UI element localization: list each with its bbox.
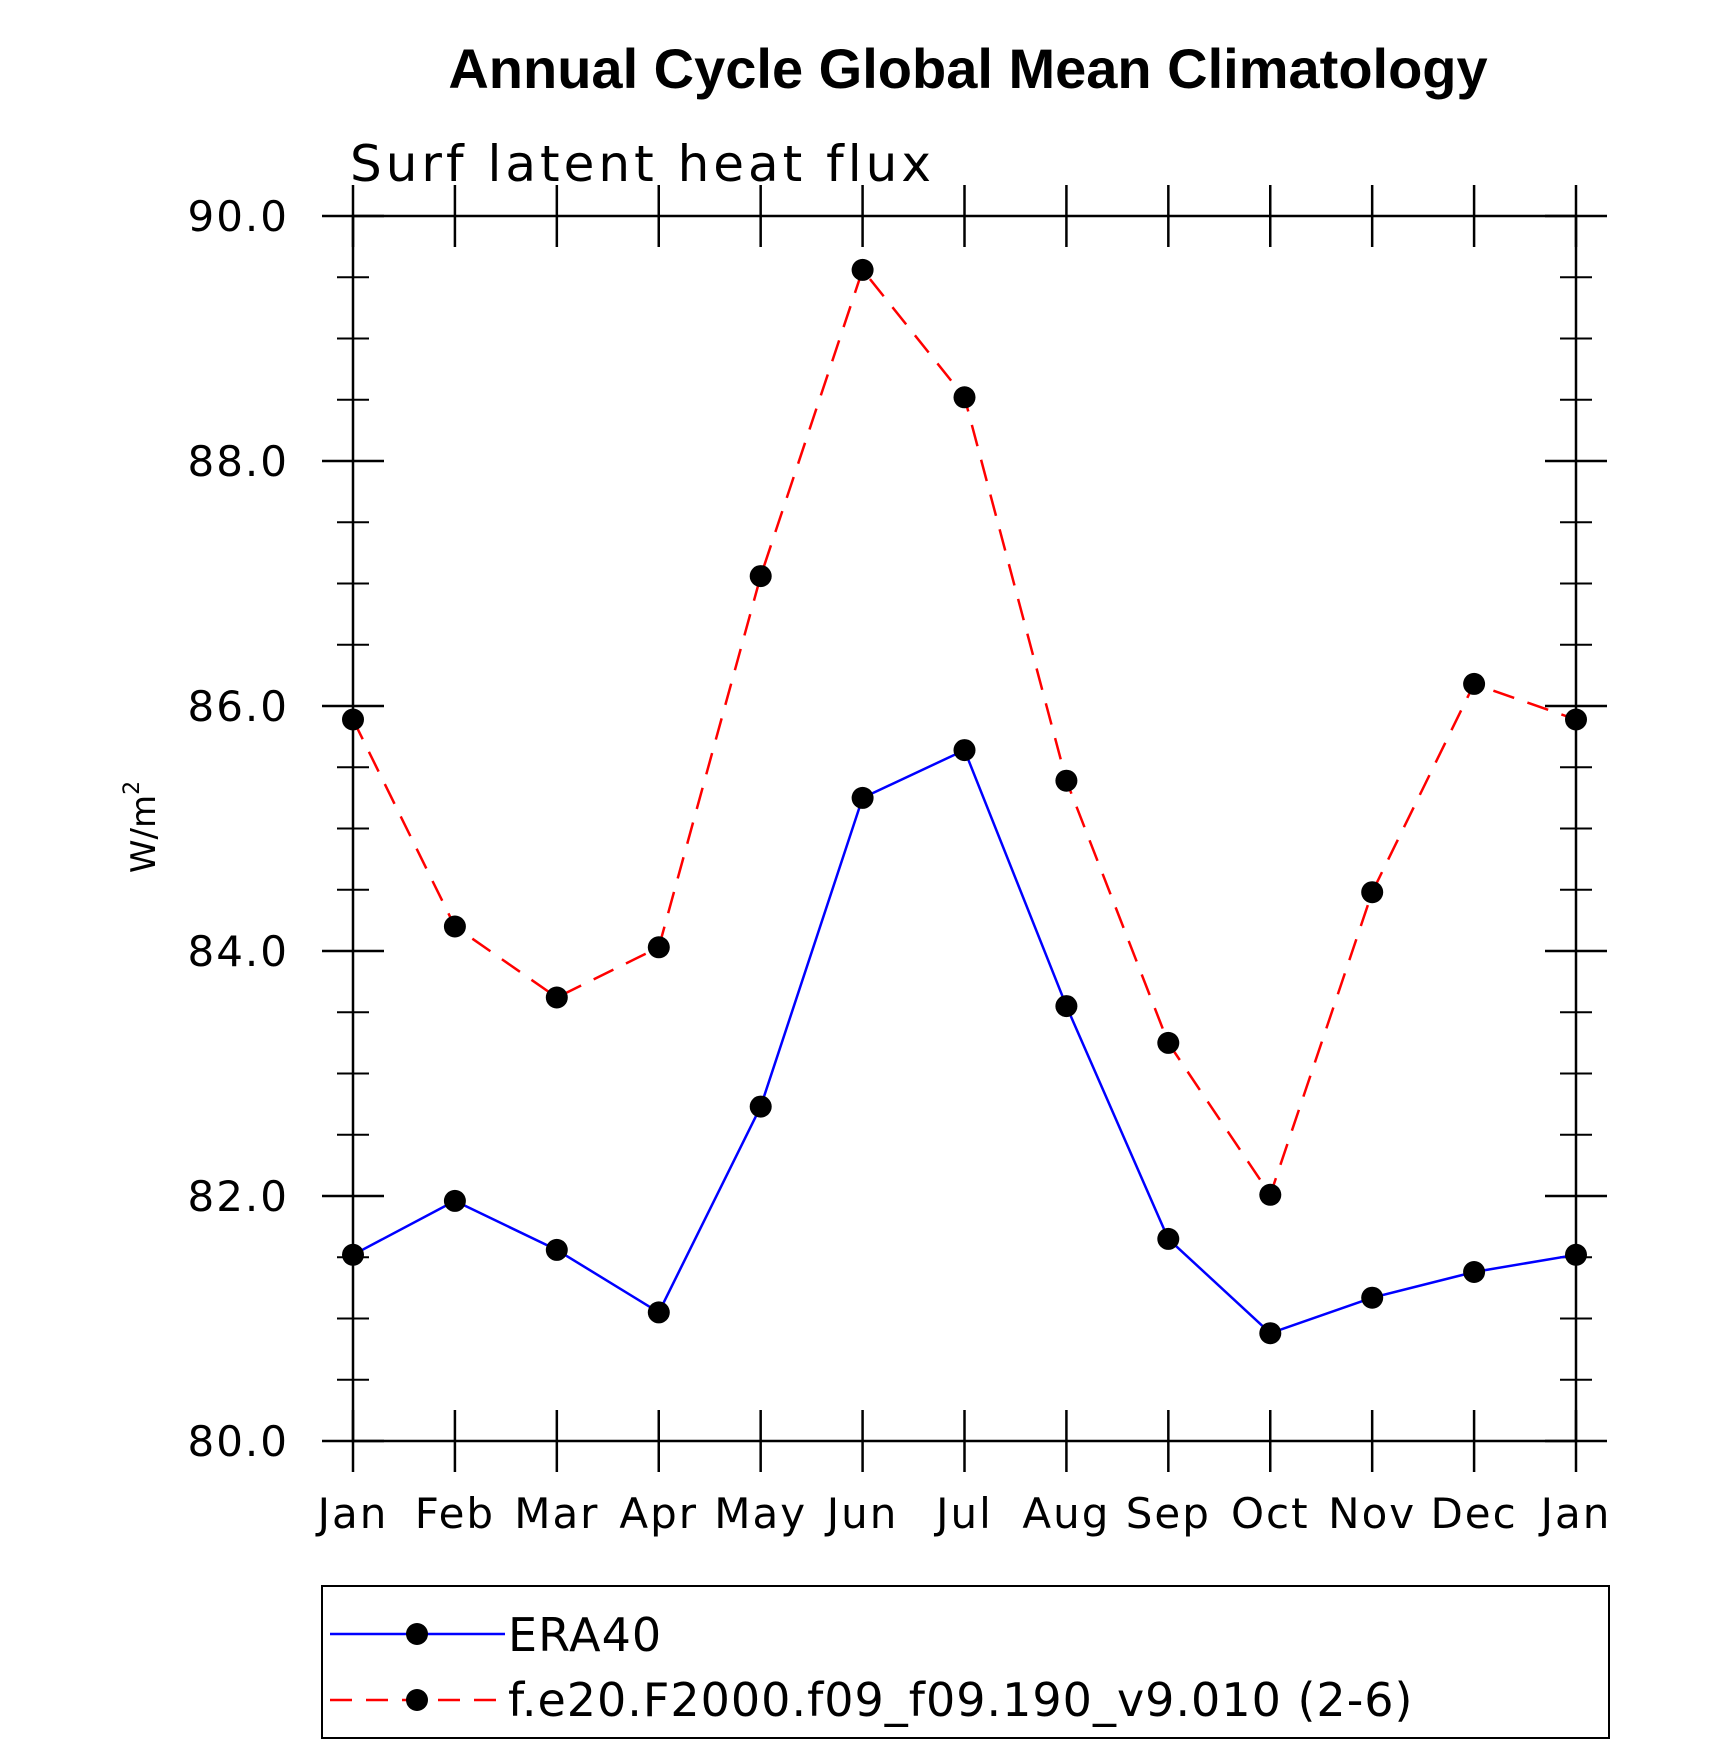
data-point-era40 — [1157, 1227, 1180, 1250]
y-tick-label: 90.0 — [187, 192, 289, 241]
y-axis-label: W/m2 — [120, 781, 164, 873]
legend-marker-model — [406, 1689, 428, 1711]
legend-label-model: f.e20.F2000.f09_f09.190_v9.010 (2-6) — [508, 1673, 1414, 1727]
data-point-era40 — [749, 1095, 772, 1118]
y-axis-label-superscript: 2 — [120, 781, 145, 795]
data-point-model — [1259, 1183, 1282, 1206]
series-era40 — [342, 739, 1587, 1345]
plot-series — [342, 258, 1587, 1345]
data-point-model — [953, 386, 976, 409]
x-tick-label: May — [714, 1489, 807, 1538]
y-tick-label: 84.0 — [187, 927, 289, 976]
data-point-era40 — [1565, 1243, 1587, 1266]
series-model — [342, 258, 1587, 1206]
data-point-model — [851, 258, 874, 281]
data-point-model — [1565, 708, 1587, 731]
data-point-model — [1361, 881, 1384, 904]
y-tick-label: 82.0 — [187, 1172, 289, 1221]
x-tick-label: Aug — [1022, 1489, 1110, 1538]
x-tick-label: Nov — [1328, 1489, 1416, 1538]
data-point-model — [1055, 769, 1078, 792]
data-point-model — [749, 565, 772, 588]
y-tick-label: 80.0 — [187, 1417, 289, 1466]
data-point-model — [545, 986, 568, 1009]
data-point-era40 — [342, 1243, 364, 1266]
data-point-model — [1157, 1031, 1180, 1054]
chart-subtitle: Surf latent heat flux — [350, 135, 935, 193]
x-tick-label: Jan — [315, 1489, 389, 1538]
data-point-era40 — [1055, 995, 1078, 1018]
legend-box — [321, 1585, 1610, 1739]
axes: 80.0 82.0 84.0 86.0 88.0 90.0 Jan Feb Mar Apr May J… — [187, 185, 1612, 1538]
x-tick-label: Jan — [1538, 1489, 1612, 1538]
data-point-model — [443, 915, 466, 938]
x-tick-label: Feb — [415, 1489, 495, 1538]
chart-title: Annual Cycle Global Mean Climatology — [448, 37, 1487, 100]
y-tick-label: 86.0 — [187, 682, 289, 731]
data-point-model — [647, 936, 670, 959]
data-point-era40 — [647, 1301, 670, 1324]
x-tick-label: Mar — [514, 1489, 599, 1538]
legend: ERA40 f.e20.F2000.f09_f09.190_v9.010 (2-… — [321, 1585, 1610, 1739]
data-point-model — [342, 708, 364, 731]
x-tick-label: Jul — [933, 1489, 993, 1538]
legend-marker-era40 — [406, 1623, 428, 1645]
y-tick-label: 88.0 — [187, 437, 289, 486]
data-point-era40 — [1463, 1261, 1486, 1283]
data-point-era40 — [953, 739, 976, 762]
data-point-era40 — [545, 1238, 568, 1261]
x-tick-label: Jun — [824, 1489, 899, 1538]
data-point-era40 — [1259, 1322, 1282, 1345]
data-point-era40 — [851, 786, 874, 809]
x-tick-label: Apr — [619, 1489, 698, 1538]
legend-label-era40: ERA40 — [508, 1608, 662, 1662]
data-point-era40 — [1361, 1286, 1384, 1309]
y-axis-label-unit: W/m — [124, 795, 164, 873]
y-axis-label-group: W/m2 — [120, 781, 164, 873]
data-point-era40 — [443, 1189, 466, 1212]
x-tick-label: Oct — [1231, 1489, 1310, 1538]
x-tick-label: Dec — [1430, 1489, 1517, 1538]
x-tick-label: Sep — [1126, 1489, 1211, 1538]
data-point-model — [1463, 672, 1486, 695]
